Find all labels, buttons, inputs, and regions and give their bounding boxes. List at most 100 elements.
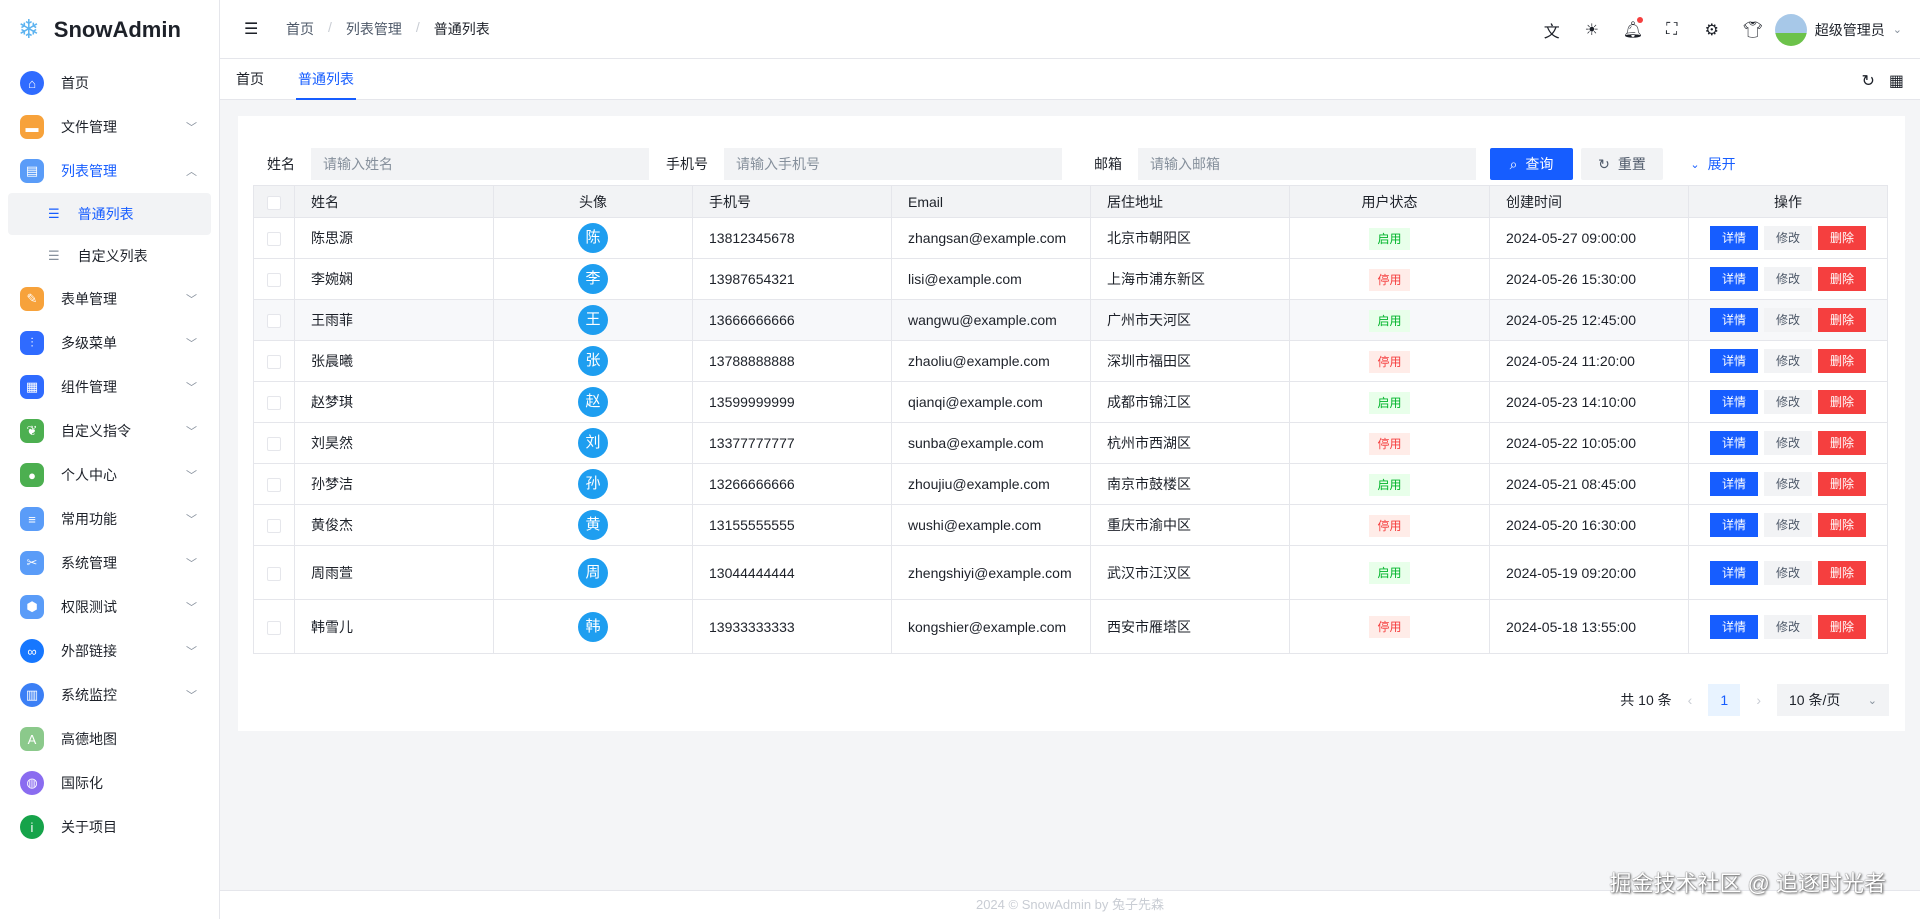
sidebar-item[interactable]: ⬢ 权限测试 ﹀ — [0, 585, 219, 629]
name-input[interactable] — [311, 148, 649, 180]
sidebar-item[interactable]: ▦ 组件管理 ﹀ — [0, 365, 219, 409]
sidebar-item[interactable]: ▤ 列表管理 ︿ — [0, 149, 219, 193]
row-checkbox[interactable] — [253, 545, 295, 600]
delete-button[interactable]: 删除 — [1818, 308, 1866, 332]
edit-button[interactable]: 修改 — [1764, 308, 1812, 332]
next-page-icon[interactable]: › — [1756, 692, 1761, 708]
prev-page-icon[interactable]: ‹ — [1687, 692, 1693, 708]
detail-button[interactable]: 详情 — [1710, 614, 1758, 639]
cell-address: 武汉市江汉区 — [1090, 545, 1290, 600]
table-row[interactable]: 李婉娴 李 13987654321 lisi@example.com 上海市浦东… — [253, 258, 1888, 300]
skin-shirt-icon[interactable]: 👕︎ — [1742, 21, 1764, 39]
sidebar-item[interactable]: ▬ 文件管理 ﹀ — [0, 105, 219, 149]
user-menu[interactable]: 超级管理员 ⌄ — [1774, 13, 1902, 46]
tab-normal-list[interactable]: 普通列表 — [296, 59, 356, 100]
phone-input[interactable] — [724, 148, 1062, 180]
sidebar-item[interactable]: ≡ 常用功能 ﹀ — [0, 497, 219, 541]
sidebar-item[interactable]: ⫶ 多级菜单 ﹀ — [0, 321, 219, 365]
tab-home[interactable]: 首页 — [236, 71, 264, 87]
row-checkbox[interactable] — [253, 504, 295, 546]
sidebar-item[interactable]: ❦ 自定义指令 ﹀ — [0, 409, 219, 453]
table-row[interactable]: 赵梦琪 赵 13599999999 qianqi@example.com 成都市… — [253, 381, 1888, 423]
select-all-checkbox[interactable] — [253, 185, 295, 218]
delete-button[interactable]: 删除 — [1818, 390, 1866, 414]
sidebar-item-label: 权限测试 — [61, 599, 117, 615]
breadcrumb-item[interactable]: 列表管理 — [345, 21, 402, 37]
expand-button[interactable]: ⌄ 展开 — [1683, 148, 1743, 180]
page-size-select[interactable]: 10 条/页 ⌄ — [1777, 684, 1889, 716]
page-1[interactable]: 1 — [1708, 684, 1741, 716]
detail-button[interactable]: 详情 — [1710, 390, 1758, 414]
sidebar-item[interactable]: ▥ 系统监控 ﹀ — [0, 673, 219, 717]
detail-button[interactable]: 详情 — [1710, 472, 1758, 496]
delete-button[interactable]: 删除 — [1818, 267, 1866, 291]
detail-button[interactable]: 详情 — [1710, 431, 1758, 455]
fullscreen-icon[interactable]: ⛶ — [1666, 20, 1678, 38]
edit-button[interactable]: 修改 — [1764, 614, 1812, 639]
row-checkbox[interactable] — [253, 422, 295, 464]
bell-icon[interactable]: 🔔︎ — [1623, 16, 1643, 40]
detail-button[interactable]: 详情 — [1710, 308, 1758, 332]
edit-button[interactable]: 修改 — [1764, 431, 1812, 455]
email-input[interactable] — [1138, 148, 1476, 180]
sidebar-subitem[interactable]: ☰ 普通列表 — [8, 193, 211, 235]
sidebar-item[interactable]: ● 个人中心 ﹀ — [0, 453, 219, 497]
cell-created: 2024-05-21 08:45:00 — [1489, 463, 1689, 505]
detail-button[interactable]: 详情 — [1710, 267, 1758, 291]
detail-button[interactable]: 详情 — [1710, 560, 1758, 585]
status-badge: 启用 — [1369, 391, 1410, 414]
table-row[interactable]: 韩雪儿 韩 13933333333 kongshier@example.com … — [253, 599, 1888, 654]
refresh-icon[interactable]: ↻ — [1861, 73, 1875, 90]
translate-icon[interactable]: 文 — [1543, 23, 1560, 41]
row-checkbox[interactable] — [253, 381, 295, 423]
breadcrumb-item[interactable]: 首页 — [286, 21, 314, 37]
sidebar-item[interactable]: ∞ 外部链接 ﹀ — [0, 629, 219, 673]
status-badge: 启用 — [1369, 473, 1410, 496]
detail-button[interactable]: 详情 — [1710, 226, 1758, 250]
delete-button[interactable]: 删除 — [1818, 614, 1866, 639]
query-button[interactable]: ⌕ 查询 — [1490, 148, 1573, 180]
edit-button[interactable]: 修改 — [1764, 472, 1812, 496]
edit-button[interactable]: 修改 — [1764, 267, 1812, 291]
delete-button[interactable]: 删除 — [1818, 560, 1866, 585]
edit-button[interactable]: 修改 — [1764, 226, 1812, 250]
sidebar-item[interactable]: ✂ 系统管理 ﹀ — [0, 541, 219, 585]
table-row[interactable]: 黄俊杰 黄 13155555555 wushi@example.com 重庆市渝… — [253, 504, 1888, 546]
sidebar-item-label: 文件管理 — [61, 119, 117, 135]
edit-button[interactable]: 修改 — [1764, 390, 1812, 414]
sidebar-item[interactable]: A 高德地图 — [0, 717, 219, 761]
edit-button[interactable]: 修改 — [1764, 513, 1812, 537]
row-checkbox[interactable] — [253, 463, 295, 505]
grid-icon[interactable]: ▦ — [1888, 73, 1904, 90]
delete-button[interactable]: 删除 — [1818, 472, 1866, 496]
table-row[interactable]: 王雨菲 王 13666666666 wangwu@example.com 广州市… — [253, 299, 1888, 341]
delete-button[interactable]: 删除 — [1818, 513, 1866, 537]
row-checkbox[interactable] — [253, 340, 295, 382]
table-row[interactable]: 孙梦洁 孙 13266666666 zhoujiu@example.com 南京… — [253, 463, 1888, 505]
table-row[interactable]: 陈思源 陈 13812345678 zhangsan@example.com 北… — [253, 217, 1888, 259]
delete-button[interactable]: 删除 — [1818, 226, 1866, 250]
detail-button[interactable]: 详情 — [1710, 349, 1758, 373]
table-row[interactable]: 刘昊然 刘 13377777777 sunba@example.com 杭州市西… — [253, 422, 1888, 464]
row-checkbox[interactable] — [253, 258, 295, 300]
sidebar-item[interactable]: ⌂ 首页 — [0, 61, 219, 105]
sidebar-item[interactable]: ◍ 国际化 — [0, 761, 219, 805]
row-checkbox[interactable] — [253, 217, 295, 259]
row-checkbox[interactable] — [253, 599, 295, 654]
table-row[interactable]: 周雨萱 周 13044444444 zhengshiyi@example.com… — [253, 545, 1888, 600]
delete-button[interactable]: 删除 — [1818, 349, 1866, 373]
sidebar-item[interactable]: i 关于项目 — [0, 805, 219, 849]
sidebar-item[interactable]: ✎ 表单管理 ﹀ — [0, 277, 219, 321]
detail-button[interactable]: 详情 — [1710, 513, 1758, 537]
sidebar-subitem[interactable]: ☰ 自定义列表 — [8, 235, 211, 277]
gear-icon[interactable]: ⚙ — [1704, 21, 1719, 39]
delete-button[interactable]: 删除 — [1818, 431, 1866, 455]
edit-button[interactable]: 修改 — [1764, 349, 1812, 373]
collapse-menu-icon[interactable]: ☰ — [244, 21, 259, 38]
edit-button[interactable]: 修改 — [1764, 560, 1812, 585]
table-row[interactable]: 张晨曦 张 13788888888 zhaoliu@example.com 深圳… — [253, 340, 1888, 382]
row-checkbox[interactable] — [253, 299, 295, 341]
theme-sun-icon[interactable]: ☀ — [1584, 21, 1599, 39]
reset-button[interactable]: ↻ 重置 — [1581, 148, 1663, 180]
logo[interactable]: ❄ SnowAdmin — [0, 0, 219, 59]
